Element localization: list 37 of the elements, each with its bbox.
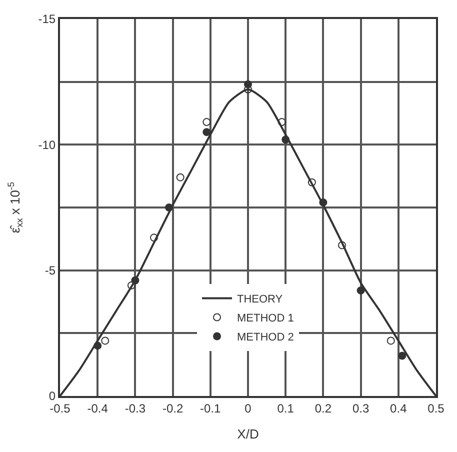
y-tick-label: -5 [44, 264, 56, 278]
point [127, 281, 136, 290]
legend-label: METHOD 1 [237, 312, 294, 325]
x-tick-label: 0.1 [277, 401, 294, 416]
point [282, 136, 290, 144]
x-axis-title: X/D [237, 426, 259, 442]
point [150, 234, 158, 242]
point [176, 173, 184, 182]
x-tick-label: 0.4 [390, 401, 408, 416]
point [202, 128, 211, 136]
legend-label: THEORY [237, 294, 284, 306]
point [131, 276, 140, 284]
point [386, 336, 395, 345]
point [338, 241, 346, 250]
x-tick-label: 0.2 [314, 401, 332, 416]
x-tick-label: -0.2 [162, 401, 184, 416]
point [101, 336, 110, 345]
x-tick-label: -0.1 [200, 401, 222, 416]
x-tick-label: -0.4 [87, 401, 108, 416]
x-tick-label: -0.5 [50, 401, 71, 416]
x-tick-label: 0 [244, 401, 252, 416]
point [94, 342, 102, 350]
y-tick-label: -15 [38, 12, 56, 26]
x-tick-label: 0.3 [352, 401, 370, 416]
point [165, 204, 174, 212]
point [244, 80, 252, 88]
point [202, 118, 211, 126]
y-tick-label: 0 [48, 389, 56, 404]
point [398, 352, 406, 360]
point [278, 118, 286, 126]
x-tick-label: 0.5 [428, 401, 445, 416]
legend-label: METHOD 2 [237, 332, 294, 344]
point [319, 198, 328, 206]
y-tick-label: -10 [38, 138, 56, 152]
x-tick-label: -0.3 [124, 401, 146, 416]
point [308, 178, 316, 186]
point [356, 286, 365, 294]
